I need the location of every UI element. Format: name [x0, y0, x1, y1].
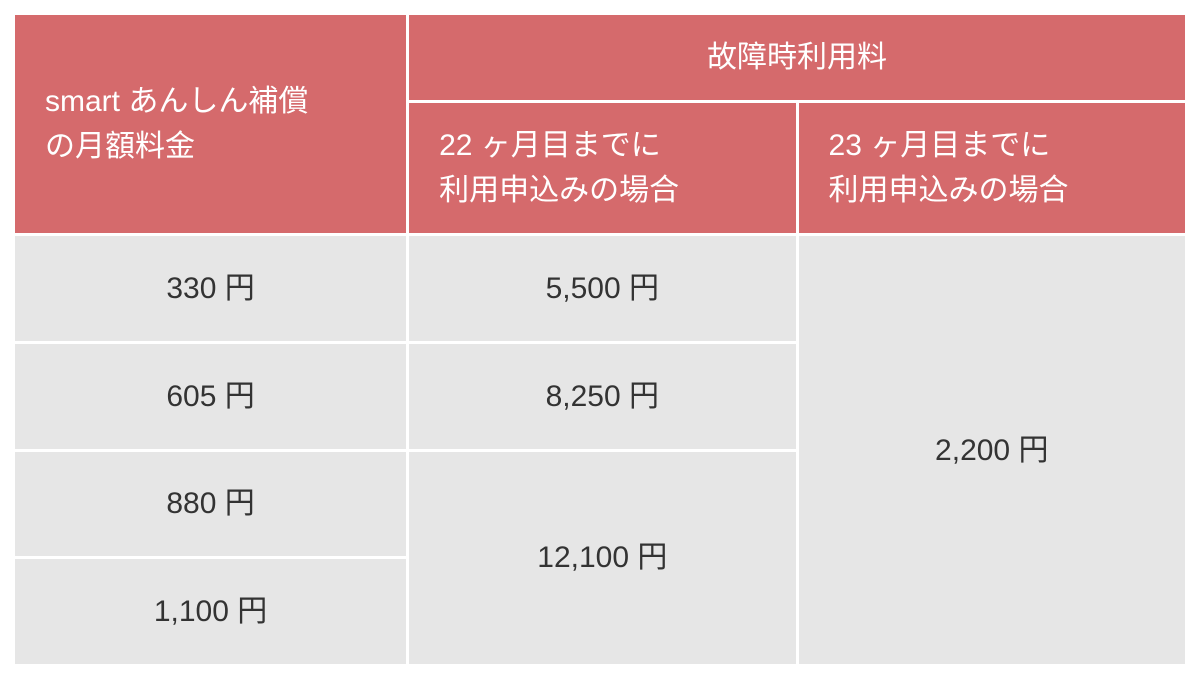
cell-monthly: 1,100 円 — [15, 559, 406, 664]
cell-monthly: 330 円 — [15, 236, 406, 341]
header-breakdown-fee: 故障時利用料 — [409, 15, 1185, 100]
pricing-table-container: smart あんしん補償 の月額料金 故障時利用料 22 ヶ月目までに 利用申込… — [12, 12, 1188, 667]
table-row: 330 円 5,500 円 2,200 円 — [15, 236, 1185, 341]
header-sub-22months-line1: 22 ヶ月目までに — [439, 129, 661, 162]
header-monthly-fee-line1: smart あんしん補償 — [45, 85, 308, 118]
cell-monthly: 880 円 — [15, 452, 406, 557]
header-sub-22months: 22 ヶ月目までに 利用申込みの場合 — [409, 103, 795, 233]
cell-fee22: 5,500 円 — [409, 236, 795, 341]
header-sub-23months: 23 ヶ月目までに 利用申込みの場合 — [799, 103, 1185, 233]
header-sub-23months-line1: 23 ヶ月目までに — [829, 129, 1051, 162]
header-monthly-fee-line2: の月額料金 — [45, 130, 195, 163]
header-sub-22months-line2: 利用申込みの場合 — [439, 174, 679, 207]
cell-monthly: 605 円 — [15, 344, 406, 449]
cell-fee23: 2,200 円 — [799, 236, 1185, 664]
pricing-table: smart あんしん補償 の月額料金 故障時利用料 22 ヶ月目までに 利用申込… — [12, 12, 1188, 667]
header-sub-23months-line2: 利用申込みの場合 — [829, 174, 1069, 207]
header-monthly-fee: smart あんしん補償 の月額料金 — [15, 15, 406, 233]
cell-fee22: 12,100 円 — [409, 452, 795, 665]
cell-fee22: 8,250 円 — [409, 344, 795, 449]
